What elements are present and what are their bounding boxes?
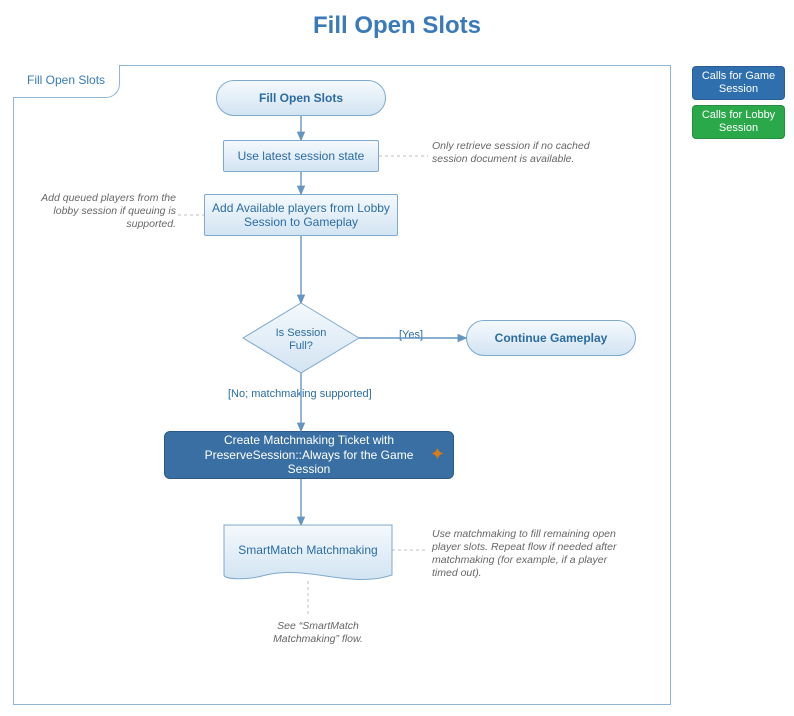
annotation-state: Only retrieve session if no cached sessi… bbox=[432, 140, 592, 166]
edge-label-no: [No; matchmaking supported] bbox=[228, 388, 372, 400]
annotation-smart: Use matchmaking to fill remaining open p… bbox=[432, 528, 622, 581]
node-use-latest-state: Use latest session state bbox=[223, 140, 379, 172]
node-create-ticket: Create Matchmaking Ticket with PreserveS… bbox=[164, 431, 454, 479]
star-icon: ✦ bbox=[430, 444, 445, 466]
annotation-addplay: Add queued players from the lobby sessio… bbox=[36, 192, 176, 231]
page-title: Fill Open Slots bbox=[0, 12, 794, 40]
node-create-ticket-label: Create Matchmaking Ticket with PreserveS… bbox=[189, 433, 429, 476]
flow-frame-label: Fill Open Slots bbox=[13, 65, 120, 98]
annotation-see: See “SmartMatch Matchmaking” flow. bbox=[258, 620, 378, 646]
node-add-players: Add Available players from Lobby Session… bbox=[204, 194, 398, 236]
legend-game-session: Calls for Game Session bbox=[692, 66, 785, 100]
node-start: Fill Open Slots bbox=[216, 80, 386, 116]
node-continue-gameplay: Continue Gameplay bbox=[466, 320, 636, 356]
edge-label-yes: [Yes] bbox=[399, 329, 423, 341]
legend-lobby-session: Calls for Lobby Session bbox=[692, 105, 785, 139]
